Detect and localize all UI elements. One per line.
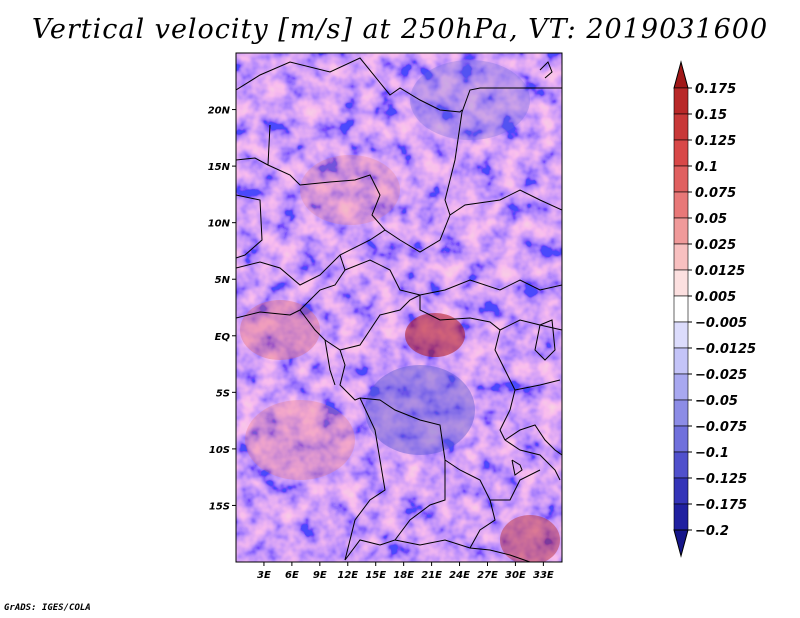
colorbar-label: −0.025 [695,368,747,383]
colorbar-label: −0.0125 [695,342,756,357]
colorbar-label: 0.1 [695,160,718,175]
lon-tick-label: 33E [533,570,554,581]
colorbar-box [673,451,689,479]
lat-tick-label: 15N [208,162,231,173]
colorbar-box [673,191,689,219]
colorbar-top-arrow [673,60,689,89]
lat-tick-label: 5S [216,388,230,399]
colorbar-box [673,503,689,531]
lat-axis: 20N 15N 10N 5N EQ 5S 10S 15S [208,106,236,512]
lon-tick-label: 30E [505,570,526,581]
lon-tick-label: 15E [365,570,386,581]
country-borders [236,57,562,562]
colorbar-label: −0.075 [695,420,747,435]
lat-tick-label: 15S [209,501,230,512]
colorbar-box [673,347,689,375]
colorbar-label: 0.05 [695,212,727,227]
lat-tick-label: 10S [209,445,230,456]
colorbar-box [673,425,689,453]
lon-tick-label: 21E [421,570,442,581]
lat-tick-label: 5N [215,275,231,286]
colorbar-label: −0.1 [695,446,729,461]
lon-tick-label: 24E [449,570,470,581]
colorbar-label: 0.175 [695,82,736,97]
colorbar-label: 0.025 [695,238,736,253]
lat-tick-label: 20N [208,106,231,117]
map-title: Vertical velocity [m/s] at 250hPa, VT: 2… [31,14,769,45]
colorbar-box [673,399,689,427]
colorbar-box [673,87,689,115]
colorbar-label: 0.0125 [695,264,745,279]
colorbar-box [673,113,689,141]
colorbar-box [673,217,689,245]
colorbar-label: −0.125 [695,472,747,487]
colorbar-box [673,295,689,323]
map-frame [235,52,563,563]
lon-tick-label: 6E [285,570,299,581]
colorbar-label: 0.15 [695,108,727,123]
colorbar-bottom-arrow [673,529,689,558]
lon-tick-label: 18E [393,570,414,581]
colorbar-box [673,243,689,271]
lat-tick-label: EQ [215,332,231,343]
colorbar-box [673,269,689,297]
colorbar-box [673,373,689,401]
colorbar: 0.175 0.15 0.125 0.1 0.075 0.05 0.025 0.0125 0.0… [673,60,756,558]
lon-tick-label: 12E [337,570,358,581]
colorbar-label: −0.005 [695,316,747,331]
lon-tick-label: 3E [257,570,271,581]
lon-tick-label: 27E [477,570,498,581]
colorbar-label: 0.075 [695,186,736,201]
colorbar-box [673,477,689,505]
colorbar-label: 0.005 [695,290,736,305]
colorbar-box [673,321,689,349]
colorbar-label: −0.175 [695,498,747,513]
lon-axis: 3E 6E 9E 12E 15E 18E 21E 24E 27E 30E 33E [257,562,554,581]
colorbar-label: −0.05 [695,394,738,409]
velocity-field [236,53,562,562]
colorbar-label: −0.2 [695,524,729,539]
colorbar-label: 0.125 [695,134,736,149]
colorbar-box [673,139,689,167]
lon-tick-label: 9E [313,570,327,581]
grads-credit: GrADS: IGES/COLA [4,603,91,613]
colorbar-box [673,165,689,193]
lat-tick-label: 10N [208,219,231,230]
